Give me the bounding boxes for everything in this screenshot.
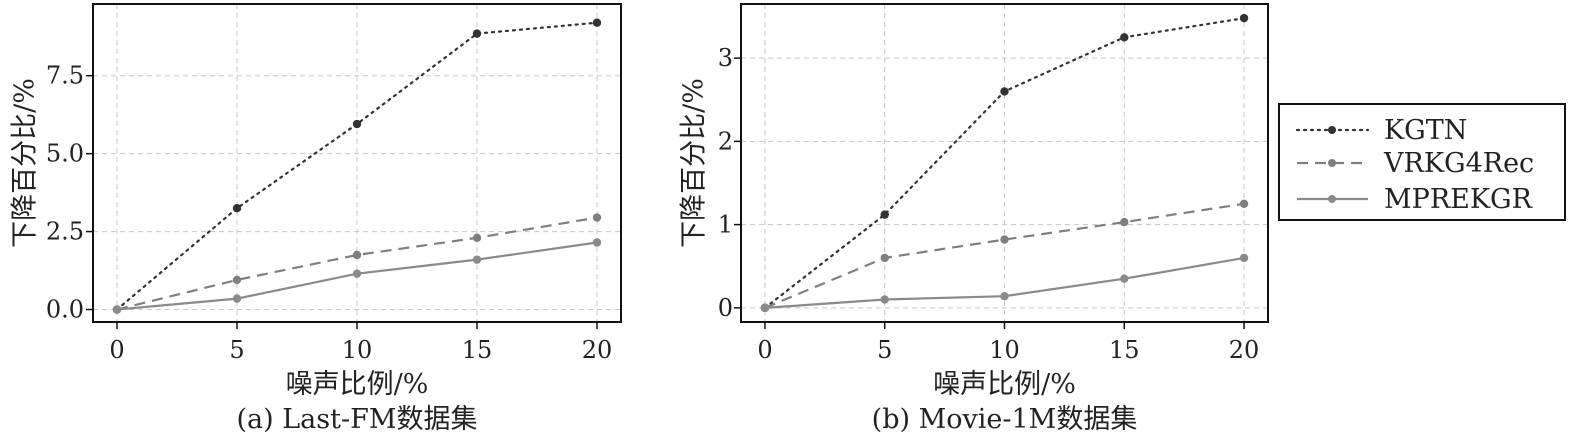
data-point-mprekgr [880,295,889,304]
y-tick-label: 5.0 [46,140,84,168]
data-point-kgtn [1239,13,1249,23]
legend-marker-vrkg4rec [1328,159,1336,167]
data-point-mprekgr [112,305,122,314]
data-point-kgtn [472,29,482,38]
data-point-kgtn [592,18,602,27]
data-point-mprekgr [472,255,482,264]
x-tick-label: 20 [1229,336,1260,364]
y-axis-label-a: 下降百分比/% [10,78,41,248]
data-point-mprekgr [1120,274,1129,283]
legend: KGTN VRKG4Rec MPREKGR [1278,103,1566,221]
y-tick-label: 3 [718,44,733,72]
data-point-kgtn [1000,87,1009,96]
data-point-vrkg4rec [1000,235,1009,244]
data-point-mprekgr [352,269,362,278]
data-point-kgtn [232,204,242,213]
legend-label-mprekgr: MPREKGR [1384,184,1533,215]
legend-label-kgtn: KGTN [1384,115,1467,146]
x-tick-label: 10 [989,336,1020,364]
legend-marker-mprekgr [1328,195,1336,203]
x-tick-label: 20 [582,336,613,364]
y-tick-label: 7.5 [46,62,84,90]
x-tick-label: 15 [1109,336,1140,364]
data-point-vrkg4rec [1239,199,1249,208]
data-point-kgtn [1120,33,1129,42]
data-point-vrkg4rec [592,213,602,222]
y-tick-label: 2.5 [46,218,84,246]
data-point-mprekgr [592,238,602,247]
y-tick-label: 2 [718,127,733,155]
data-point-kgtn [352,119,362,129]
data-point-vrkg4rec [232,275,242,285]
x-axis-label-b: 噪声比例/% [933,369,1076,400]
legend-entry-vrkg4rec: VRKG4Rec [1297,148,1534,179]
data-point-mprekgr [232,294,242,303]
x-tick-label: 10 [342,336,373,364]
legend-entry-kgtn: KGTN [1295,115,1467,146]
x-tick-label: 5 [877,336,892,364]
x-axis-label-a: 噪声比例/% [286,369,429,400]
legend-box [1278,103,1566,221]
y-axis-label-b: 下降百分比/% [679,78,710,248]
x-tick-label: 0 [109,336,124,364]
legend-entry-mprekgr: MPREKGR [1297,184,1533,215]
chart-panel-b: 0 5 10 15 20 0 1 2 3 噪声比例/% 下降百分比/% (b) Movie-1… [679,3,1269,435]
y-tick-label: 0.0 [46,296,84,324]
data-point-mprekgr [760,303,770,313]
data-point-mprekgr [1000,291,1009,301]
x-tick-label: 15 [462,336,493,364]
legend-marker-kgtn [1328,126,1336,134]
caption-a: (a) Last-FM数据集 [237,404,478,435]
data-point-vrkg4rec [1120,217,1129,227]
x-tick-label: 5 [229,336,244,364]
legend-label-vrkg4rec: VRKG4Rec [1383,148,1534,179]
data-point-vrkg4rec [352,250,362,260]
caption-b: (b) Movie-1M数据集 [872,404,1138,435]
y-tick-label: 1 [718,211,733,239]
chart-panel-a: 0 5 10 15 20 0.0 2.5 5.0 7.5 噪声比例/% 下降百分比/% (a)… [10,3,622,435]
series-line-vrkg4rec [116,216,598,311]
y-tick-label: 0 [718,294,733,322]
data-point-mprekgr [1239,253,1249,263]
x-tick-label: 0 [757,336,772,364]
data-point-vrkg4rec [472,233,482,243]
data-point-vrkg4rec [880,253,889,263]
data-point-kgtn [880,210,889,219]
